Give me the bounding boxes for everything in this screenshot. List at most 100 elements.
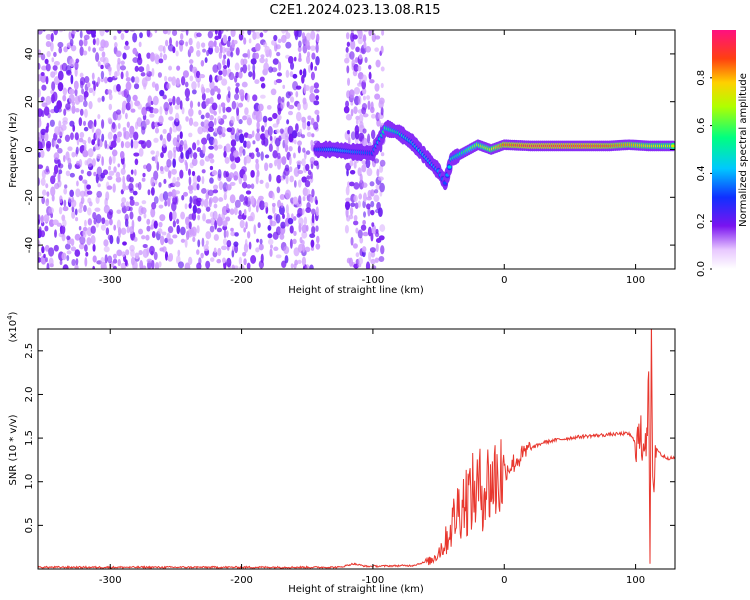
noise-cell [117,131,122,138]
noise-cell [357,200,362,208]
noise-cell [242,53,249,58]
noise-cell [59,195,63,204]
noise-cell [41,65,48,71]
noise-cell [154,261,160,269]
noise-cell [279,194,285,200]
noise-cell [102,169,109,176]
colorbar-tick-label: 0.4 [696,165,707,181]
noise-cell [293,167,300,177]
noise-cell [350,236,354,246]
noise-cell [350,131,356,141]
noise-cell [97,97,102,103]
noise-cell [46,122,50,129]
noise-cell [79,76,86,86]
noise-cell [151,81,156,88]
noise-cell [233,265,239,269]
noise-cell [130,76,135,83]
noise-cell [172,46,176,54]
noise-cell [301,176,307,183]
noise-cell [301,231,308,239]
noise-cell [262,41,268,48]
noise-cell [180,238,186,243]
noise-cell [311,213,315,224]
noise-cell [138,228,144,235]
noise-cell [373,158,380,164]
noise-cell [345,46,349,53]
noise-cell [84,76,90,84]
noise-cell [176,218,180,225]
noise-cell [151,67,155,77]
noise-cell [305,224,309,232]
noise-cell [278,205,285,216]
noise-cell [295,111,302,122]
colorbar-tick-label: 0.2 [696,213,707,229]
noise-cell [264,162,269,172]
noise-cell [44,58,49,65]
noise-cell [301,116,306,123]
noise-cell [361,88,367,95]
noise-cell [125,185,129,191]
noise-cell [115,176,122,183]
noise-cell [45,140,52,149]
noise-cell [180,211,186,220]
noise-cell [209,114,214,121]
noise-cell [288,156,292,166]
noise-cell [69,172,75,178]
noise-cell [58,46,63,54]
noise-cell [106,185,113,190]
snr-y-label: SNR (10 * v/v) [8,414,19,485]
noise-cell [184,81,189,88]
noise-cell [78,208,83,214]
noise-cell [222,114,227,120]
noise-cell [179,139,184,147]
noise-cell [275,254,282,259]
noise-cell [78,226,82,231]
noise-cell [45,95,52,106]
noise-cell [303,216,308,226]
noise-cell [171,76,177,86]
noise-cell [362,128,367,134]
noise-cell [213,85,219,92]
noise-cell [357,229,363,239]
noise-cell [350,108,354,117]
noise-cell [279,128,284,134]
noise-cell [302,196,306,202]
noise-cell [38,62,41,70]
noise-cell [84,219,87,227]
noise-cell [296,160,302,165]
noise-cell [83,90,89,98]
noise-cell [185,216,190,226]
noise-cell [188,168,192,176]
noise-cell [101,51,106,58]
noise-cell [214,30,218,35]
noise-cell [178,39,185,46]
noise-cell [213,234,219,241]
noise-cell [245,221,248,230]
noise-cell [75,216,79,222]
noise-cell [108,170,115,176]
noise-cell [84,257,88,267]
noise-cell [348,214,354,220]
noise-cell [174,190,181,195]
noise-cell [271,202,276,207]
noise-cell [188,221,192,230]
noise-cell [212,189,219,194]
noise-cell [281,96,285,103]
noise-cell [362,192,367,203]
noise-cell [86,170,92,177]
noise-cell [209,177,214,184]
noise-cell [305,32,312,42]
noise-cell [216,258,222,264]
noise-cell [290,61,295,70]
noise-cell [100,224,106,231]
noise-cell [195,197,203,203]
noise-cell [146,247,150,257]
noise-cell [250,195,255,206]
noise-cell [315,43,319,54]
noise-cell [233,150,239,158]
noise-cell [179,33,184,41]
noise-cell [196,49,201,57]
noise-cell [230,30,236,38]
noise-cell [255,43,261,52]
noise-cell [137,103,142,110]
